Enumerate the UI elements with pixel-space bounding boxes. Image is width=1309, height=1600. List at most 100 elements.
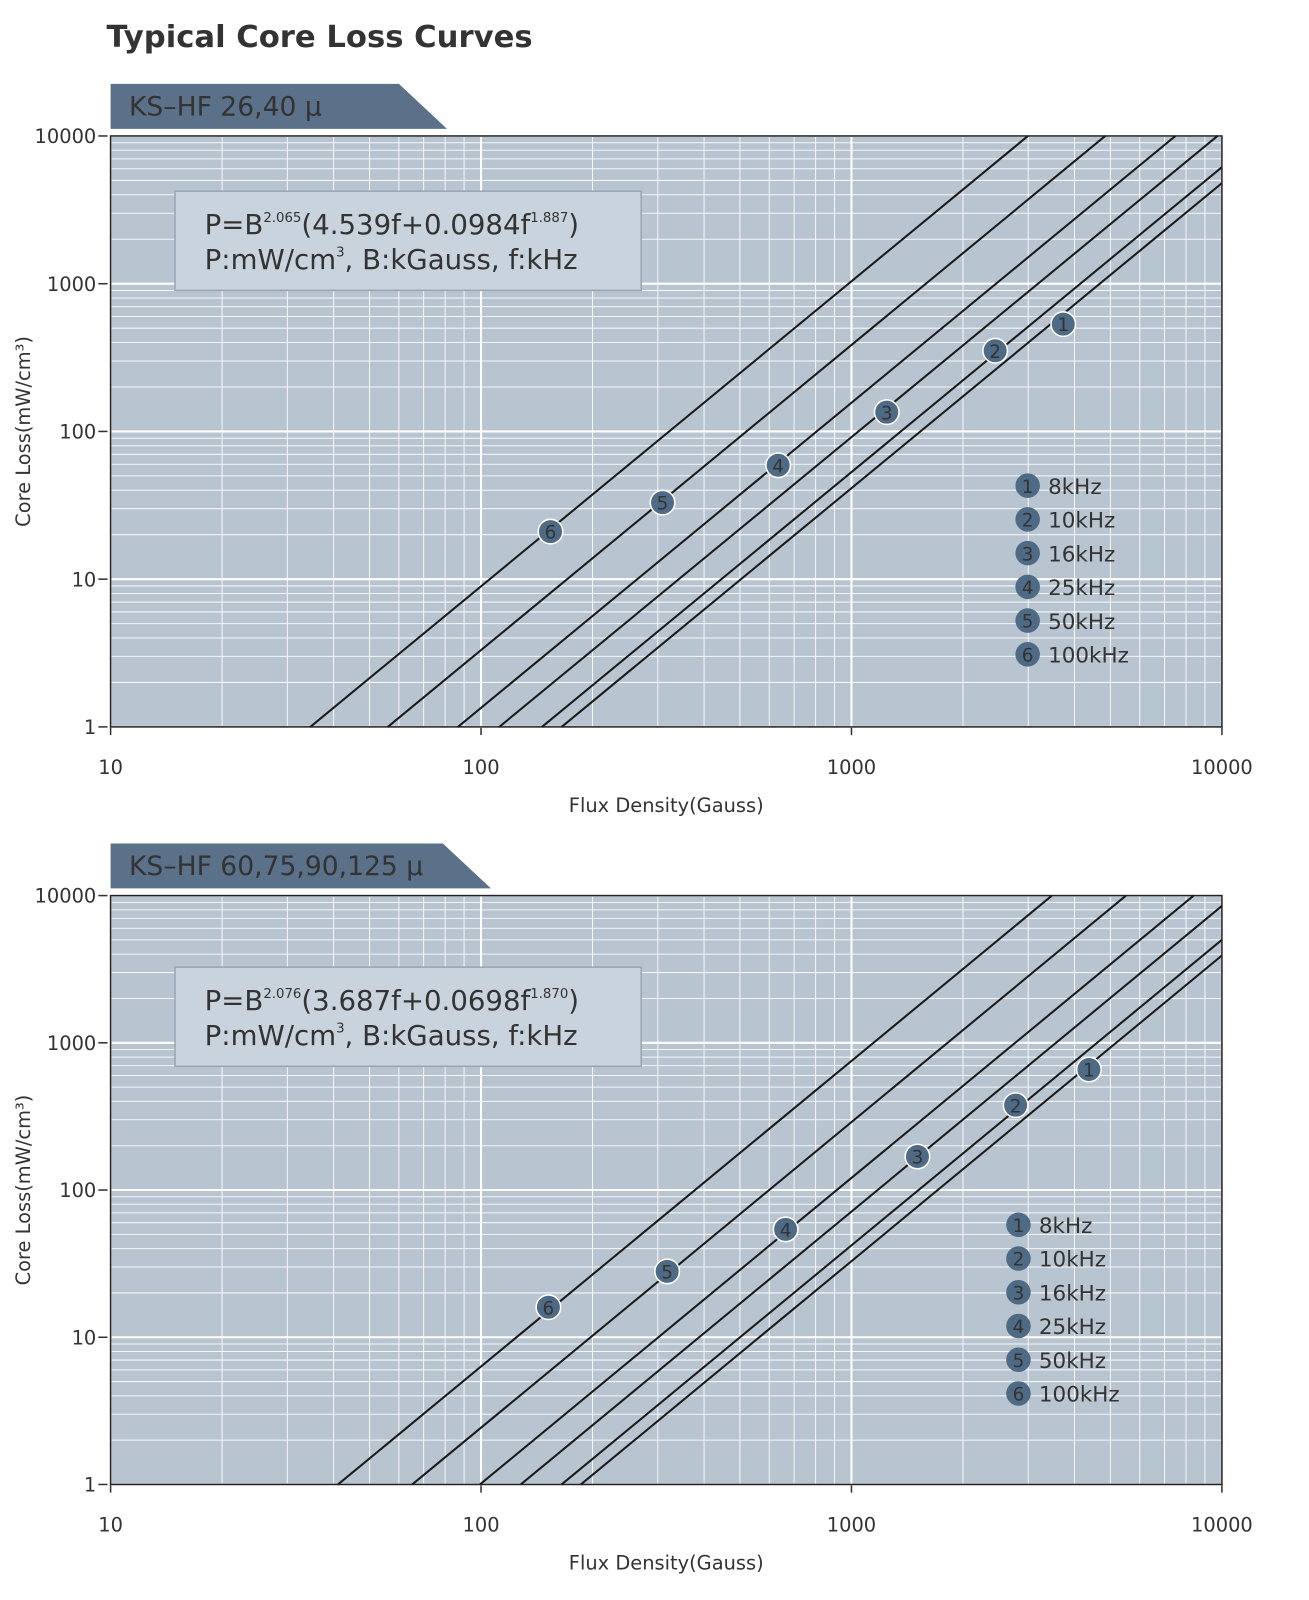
y-tick-label: 1000 [47,1032,96,1055]
legend-marker-label: 2 [1022,511,1034,532]
curve-marker [904,1143,931,1170]
legend-marker [1006,1212,1031,1238]
formula-superscript: 3 [336,246,344,261]
formula-box [174,190,642,292]
plot-frame [109,894,1223,1486]
y-tick-label: 100 [59,1179,96,1202]
curve [309,135,1029,728]
y-tick-label: 100 [59,421,96,444]
curve-marker-label: 4 [772,456,784,477]
x-axis-title: Flux Density(Gauss) [569,794,764,817]
curve-marker [1050,311,1077,338]
y-tick-label: 1 [84,716,96,739]
formula: P:mW/cm3, B:kGauss, f:kHz [205,1019,578,1052]
formula-text: , B:kGauss, f:kHz [345,1019,578,1052]
x-axis-title: Flux Density(Gauss) [569,1551,764,1574]
y-axis-title: Core Loss(mW/cm³) [12,336,35,527]
legend-marker [1015,507,1040,532]
curve-marker [982,337,1009,364]
legend-marker [1015,473,1040,498]
legend-label: 16kHz [1039,1281,1106,1306]
legend-label: 25kHz [1048,576,1115,601]
curve-marker-label: 6 [545,523,557,544]
legend-label: 16kHz [1048,542,1115,567]
y-tick-label: 1 [84,1474,96,1497]
curve [387,135,1106,728]
curve-marker-label: 3 [881,403,893,424]
title-tab [110,83,447,129]
formula-text: , B:kGauss, f:kHz [345,243,578,276]
page-title: Typical Core Loss Curves [107,20,533,55]
formula-text: ) [568,984,579,1017]
formula-text: P:mW/cm [205,1019,336,1052]
legend-marker [1006,1313,1031,1339]
curve-marker-label: 2 [1010,1096,1022,1117]
y-tick-label: 10000 [35,885,97,908]
legend-label: 100kHz [1048,643,1129,668]
curve-marker [537,518,564,545]
legend-marker-label: 5 [1013,1351,1025,1372]
curve-marker [772,1216,799,1243]
x-tick-label: 10 [98,1514,123,1537]
legend-marker-label: 6 [1013,1385,1025,1406]
curve [498,135,1219,728]
curve-marker-label: 1 [1057,315,1069,336]
curve-marker-label: 3 [912,1148,924,1169]
chart-title: KS–HF 60,75,90,125 μ [129,851,423,882]
y-axis-title: Core Loss(mW/cm³) [12,1095,35,1286]
x-tick-label: 100 [463,1514,500,1537]
formula: P=B2.076(3.687f+0.0698f1.870) [205,984,579,1017]
curve [580,954,1223,1486]
legend-marker-label: 1 [1013,1216,1025,1237]
legend-marker-label: 3 [1022,544,1034,565]
y-tick-label: 10 [72,1326,97,1349]
legend-marker [1006,1280,1031,1305]
legend-label: 50kHz [1048,610,1115,635]
y-tick-label: 10000 [35,125,97,148]
legend-marker [1015,642,1040,667]
y-tick-label: 10 [72,568,97,591]
curve [520,905,1223,1486]
curve-marker [873,399,900,426]
legend-marker-label: 6 [1022,645,1034,666]
legend-marker [1006,1381,1031,1406]
curve [337,894,1053,1486]
legend-marker-label: 3 [1013,1283,1025,1304]
x-tick-label: 10000 [1191,756,1253,779]
x-tick-label: 10000 [1191,1514,1253,1537]
legend-marker [1015,574,1040,600]
legend-label: 10kHz [1048,509,1115,534]
legend-label: 8kHz [1039,1214,1092,1239]
legend-marker-label: 4 [1013,1317,1025,1338]
title-tab [110,843,491,889]
legend-label: 8kHz [1048,475,1101,500]
curve [411,894,1127,1486]
curve [560,182,1223,728]
x-tick-label: 1000 [827,1514,876,1537]
formula-text: ) [568,208,579,241]
curve-marker [654,1258,681,1285]
curve-marker [765,452,792,479]
formula-text: (3.687f+0.0698f [301,984,531,1017]
curve-marker-label: 6 [543,1298,555,1319]
curve-marker [1002,1092,1029,1119]
formula-text: P:mW/cm [205,243,336,276]
legend-label: 25kHz [1039,1315,1106,1340]
legend-marker-label: 2 [1013,1250,1025,1271]
legend-marker [1015,608,1040,633]
legend-marker-label: 4 [1022,578,1034,599]
curve-marker-label: 5 [657,494,669,515]
formula-text: (4.539f+0.0984f [301,208,531,241]
legend-marker-label: 5 [1022,612,1034,633]
formula: P=B2.065(4.539f+0.0984f1.887) [205,208,579,241]
curve-marker-label: 4 [780,1221,792,1242]
formula-superscript: 2.065 [263,211,301,226]
legend-marker [1015,540,1040,566]
curve [457,135,1177,728]
curve-marker-label: 5 [661,1263,673,1284]
legend-marker [1006,1246,1031,1271]
formula-text: P=B [205,208,264,241]
chart-title: KS–HF 26,40 μ [129,92,322,123]
curve-marker-label: 1 [1083,1061,1095,1082]
x-tick-label: 10 [98,756,123,779]
